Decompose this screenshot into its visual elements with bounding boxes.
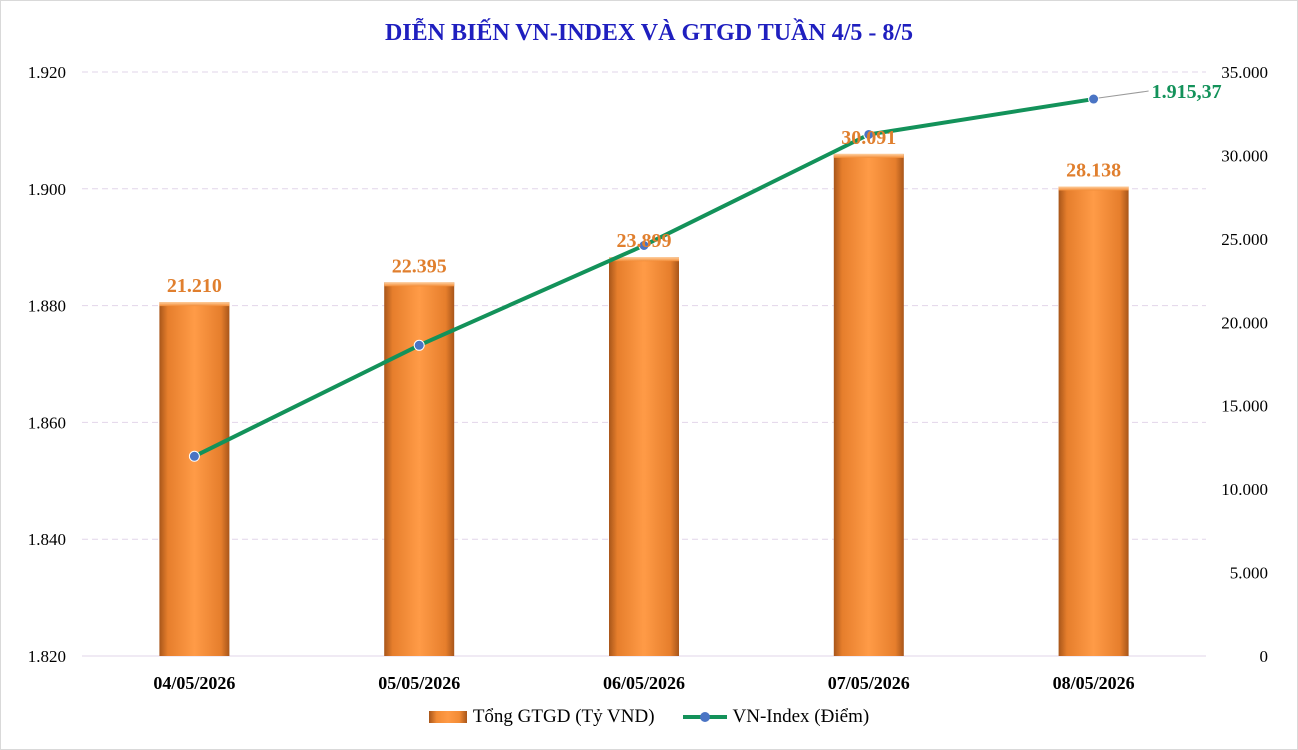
right-axis-tick-label: 20.000 [1221, 313, 1268, 332]
chart-legend: Tổng GTGD (Tỷ VND) VN-Index (Điểm) [0, 706, 1298, 728]
legend-label-vnindex: VN-Index (Điểm) [732, 706, 870, 727]
right-axis-tick-label: 25.000 [1221, 230, 1268, 249]
bar-data-label: 23.899 [617, 230, 672, 252]
x-axis-tick-label: 05/05/2026 [378, 673, 460, 693]
left-axis-tick-label: 1.900 [28, 180, 66, 199]
legend-line-swatch [682, 710, 727, 724]
bar-gtgd [159, 302, 230, 656]
bar-data-label: 21.210 [167, 275, 222, 297]
right-axis-tick-label: 10.000 [1221, 480, 1268, 499]
x-axis-tick-label: 04/05/2026 [153, 673, 235, 693]
right-axis-tick-label: 35.000 [1221, 63, 1268, 82]
vnindex-point [638, 239, 650, 251]
right-axis-tick-label: 15.000 [1221, 397, 1268, 416]
bar-gtgd-top [833, 153, 904, 158]
bar-data-label: 28.138 [1066, 159, 1121, 181]
bar-gtgd [833, 153, 904, 657]
bar-data-label: 30.091 [841, 127, 896, 149]
legend-bar-swatch [428, 711, 467, 723]
legend-label-gtgd: Tổng GTGD (Tỷ VND) [472, 706, 655, 727]
bar-gtgd [609, 257, 679, 656]
right-axis-tick-label: 0 [1260, 647, 1269, 666]
right-axis-tick-label: 30.000 [1221, 146, 1268, 165]
left-axis-tick-label: 1.880 [28, 297, 66, 316]
right-axis-tick-label: 5.000 [1230, 564, 1268, 583]
left-axis-tick-label: 1.860 [28, 413, 66, 432]
bar-gtgd-top [609, 257, 679, 262]
left-axis-tick-label: 1.840 [28, 530, 66, 549]
x-axis-tick-label: 07/05/2026 [828, 673, 910, 693]
vnindex-end-label: 1.915,37 [1152, 81, 1222, 103]
x-axis-tick-label: 08/05/2026 [1053, 673, 1135, 693]
vnindex-point [188, 450, 200, 462]
legend-item-vnindex[interactable]: VN-Index (Điểm) [682, 706, 870, 728]
legend-item-gtgd[interactable]: Tổng GTGD (Tỷ VND) [428, 706, 655, 728]
bar-data-label: 22.395 [392, 255, 447, 277]
left-axis-tick-label: 1.820 [28, 647, 66, 666]
bar-gtgd-top [1058, 186, 1129, 191]
vnindex-point [863, 128, 875, 140]
chart-title: DIỄN BIẾN VN-INDEX VÀ GTGD TUẦN 4/5 - 8/… [384, 20, 914, 46]
bar-gtgd [1058, 186, 1129, 656]
vnindex-point [413, 339, 425, 351]
vnindex-point [1088, 93, 1100, 105]
bar-gtgd-top [384, 282, 455, 287]
left-axis-tick-label: 1.920 [28, 63, 66, 82]
x-axis-tick-label: 06/05/2026 [603, 673, 685, 693]
bar-gtgd-top [159, 302, 230, 307]
vnindex-leader-line [1098, 90, 1149, 99]
bar-gtgd [384, 282, 455, 656]
